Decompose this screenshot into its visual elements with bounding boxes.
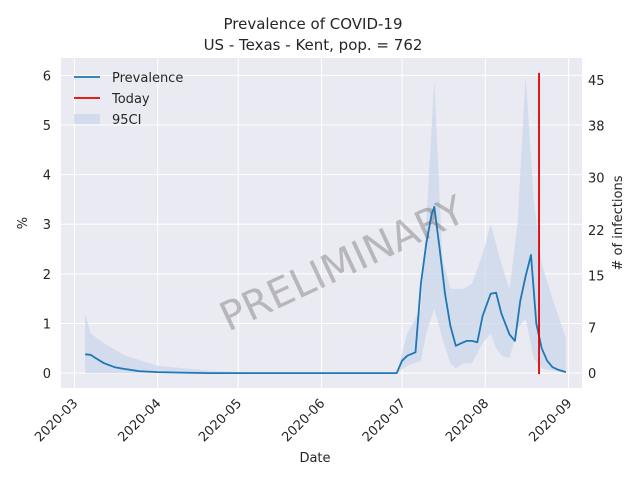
y2-tick-label: 22	[588, 224, 605, 239]
y-tick-label: 1	[43, 317, 51, 332]
y2-tick-label: 38	[588, 120, 605, 135]
y-tick-label: 0	[43, 367, 51, 382]
x-tick-label: 2020-03	[32, 396, 81, 445]
x-tick-label: 2020-09	[526, 396, 575, 445]
y-axis-label: %	[16, 217, 31, 229]
grid	[61, 58, 582, 388]
x-tick-label: 2020-06	[279, 396, 328, 445]
y-tick-label: 4	[43, 169, 51, 184]
legend: Prevalence Today 95CI	[74, 71, 183, 128]
y2-tick-label: 15	[588, 269, 605, 284]
series-group	[85, 72, 567, 375]
y2-tick-label: 0	[588, 367, 596, 382]
y2-axis-label: # of infections	[611, 175, 626, 270]
legend-today-label: Today	[111, 92, 150, 107]
x-tick-label: 2020-07	[360, 396, 409, 445]
legend-ci-swatch	[74, 114, 100, 124]
y2-tick-label: 45	[588, 74, 605, 89]
legend-prevalence-label: Prevalence	[112, 71, 183, 86]
prevalence-line	[85, 205, 567, 375]
y2-tick-label: 7	[588, 322, 596, 337]
x-tick-label: 2020-04	[115, 396, 164, 445]
x-axis-label: Date	[299, 451, 330, 466]
y2-tick-label: 30	[588, 172, 605, 187]
y-tick-label: 5	[43, 119, 51, 134]
y-tick-label: 3	[43, 218, 51, 233]
y-tick-label: 6	[43, 69, 51, 84]
x-tick-label: 2020-08	[443, 396, 492, 445]
chart-title: Prevalence of COVID-19	[223, 15, 402, 33]
legend-ci-label: 95CI	[112, 113, 141, 128]
x-tick-label: 2020-05	[196, 396, 245, 445]
chart-subtitle: US - Texas - Kent, pop. = 762	[204, 36, 423, 54]
y-tick-label: 2	[43, 268, 51, 283]
